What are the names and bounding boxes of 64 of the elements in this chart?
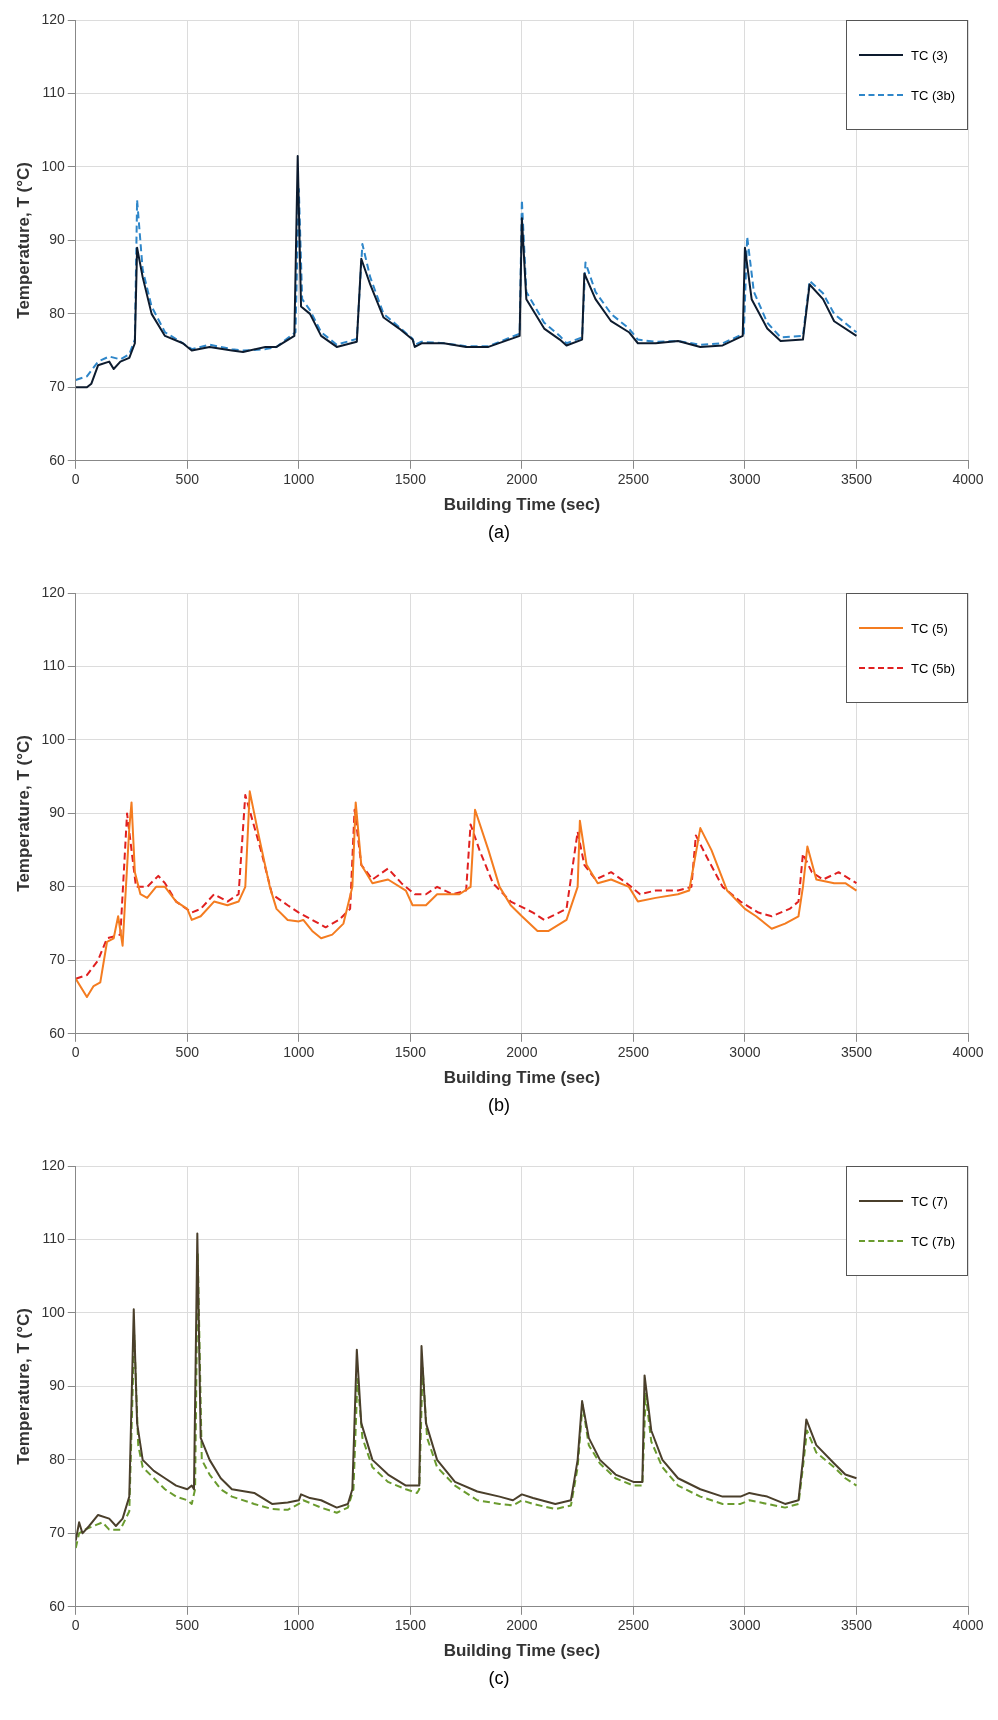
y-tick-label: 60 <box>49 451 65 468</box>
y-tick-label: 100 <box>41 157 65 174</box>
x-tick-label: 3500 <box>840 471 873 488</box>
x-tick-label: 3000 <box>729 471 761 488</box>
y-tick-label: 60 <box>49 1597 65 1614</box>
x-tick-label: 0 <box>71 1044 80 1061</box>
text: (a) <box>487 522 511 543</box>
x-tick-label: 1000 <box>283 1044 315 1061</box>
x-tick-label: 4000 <box>952 1044 984 1061</box>
y-tick-label: 110 <box>42 1230 65 1247</box>
x-tick-label: 3000 <box>729 1044 761 1061</box>
x-tick-label: 3500 <box>840 1044 873 1061</box>
y-tick-label: 110 <box>42 657 65 674</box>
x-tick-label: 4000 <box>952 1617 984 1634</box>
x-tick-label: 1500 <box>394 1617 427 1634</box>
line-series <box>75 187 858 381</box>
y-tick-label: 80 <box>49 877 65 894</box>
x-tick-label: 3000 <box>729 1617 761 1634</box>
y-tick-label: 120 <box>41 10 65 27</box>
x-tick-label: 2000 <box>506 1617 538 1634</box>
legend-label: TC (3) <box>911 47 948 63</box>
x-axis-title: Building Time (sec) <box>443 1068 601 1088</box>
x-tick-label: 1500 <box>394 471 427 488</box>
legend-label: TC (7) <box>911 1193 948 1209</box>
x-tick-label: 1000 <box>283 1617 315 1634</box>
text: (b) <box>487 1095 511 1116</box>
y-tick-label: 110 <box>42 84 65 101</box>
x-tick-label: 1000 <box>283 471 315 488</box>
x-axis-title: Building Time (sec) <box>443 495 601 515</box>
x-tick-label: 2000 <box>506 471 538 488</box>
x-tick-label: 2000 <box>506 1044 538 1061</box>
y-tick-label: 90 <box>49 231 65 248</box>
y-tick-label: 120 <box>41 583 65 600</box>
legend-label: TC (5b) <box>911 660 956 676</box>
x-tick-label: 2500 <box>617 471 650 488</box>
y-tick-label: 70 <box>49 378 65 395</box>
y-axis-title: Temperature, T (°C) <box>13 735 33 892</box>
y-tick-label: 80 <box>49 1450 65 1467</box>
y-tick-label: 80 <box>49 304 65 321</box>
y-axis-title: Temperature, T (°C) <box>13 1308 33 1465</box>
legend-label: TC (5) <box>911 620 948 636</box>
x-tick-label: 500 <box>175 1044 200 1061</box>
y-tick-label: 60 <box>49 1024 65 1041</box>
legend-label: TC (3b) <box>911 87 956 103</box>
x-tick-label: 500 <box>175 1617 200 1634</box>
y-tick-label: 90 <box>49 1377 65 1394</box>
x-tick-label: 2500 <box>617 1617 650 1634</box>
y-axis-title: Temperature, T (°C) <box>13 162 33 319</box>
x-tick-label: 4000 <box>952 471 984 488</box>
x-tick-label: 1500 <box>394 1044 427 1061</box>
x-tick-label: 0 <box>71 471 80 488</box>
y-tick-label: 100 <box>41 1303 65 1320</box>
y-tick-label: 120 <box>41 1156 65 1173</box>
x-tick-label: 2500 <box>617 1044 650 1061</box>
x-tick-label: 3500 <box>840 1617 873 1634</box>
x-tick-label: 0 <box>71 1617 80 1634</box>
y-tick-label: 90 <box>49 804 65 821</box>
x-tick-label: 500 <box>175 471 200 488</box>
x-axis-title: Building Time (sec) <box>443 1641 601 1661</box>
y-tick-label: 70 <box>49 1524 65 1541</box>
text: (c) <box>487 1668 511 1689</box>
legend-label: TC (7b) <box>911 1233 956 1249</box>
y-tick-label: 100 <box>41 730 65 747</box>
y-tick-label: 70 <box>49 951 65 968</box>
